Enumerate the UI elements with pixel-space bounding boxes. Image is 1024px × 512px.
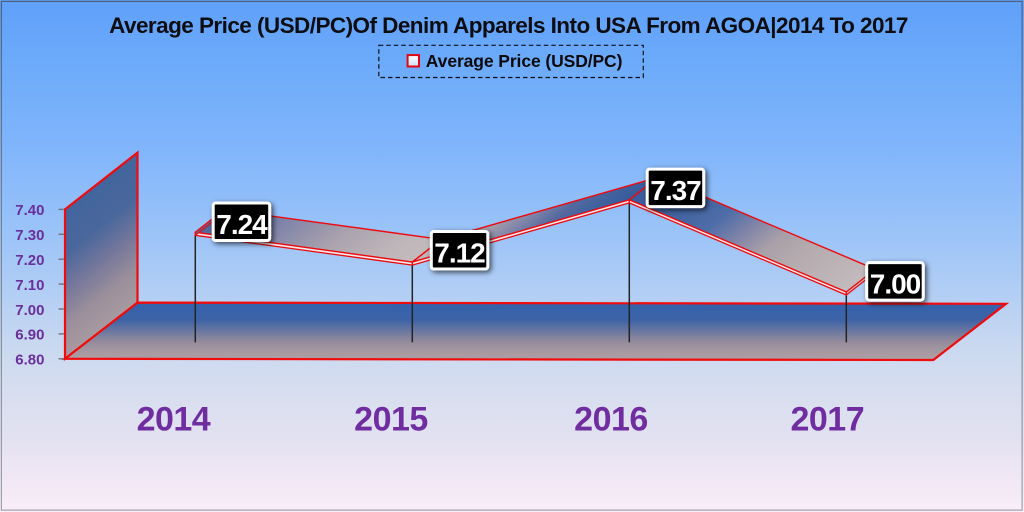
- svg-text:7.40: 7.40: [15, 202, 44, 219]
- svg-text:2017: 2017: [790, 400, 864, 438]
- svg-text:2015: 2015: [354, 400, 428, 438]
- svg-text:Average Price (USD/PC)Of Denim: Average Price (USD/PC)Of Denim Apparels …: [109, 13, 908, 38]
- svg-text:7.12: 7.12: [434, 238, 485, 269]
- svg-text:7.24: 7.24: [216, 209, 268, 240]
- svg-text:2016: 2016: [574, 400, 648, 438]
- svg-text:2014: 2014: [137, 400, 211, 438]
- svg-text:7.30: 7.30: [15, 227, 44, 244]
- svg-text:6.80: 6.80: [15, 352, 44, 369]
- svg-text:6.90: 6.90: [15, 327, 44, 344]
- svg-text:7.37: 7.37: [650, 175, 701, 206]
- svg-text:7.00: 7.00: [870, 269, 921, 300]
- svg-text:7.00: 7.00: [15, 302, 44, 319]
- svg-text:Average Price (USD/PC): Average Price (USD/PC): [426, 51, 623, 71]
- svg-text:7.20: 7.20: [15, 252, 44, 269]
- svg-text:7.10: 7.10: [15, 277, 44, 294]
